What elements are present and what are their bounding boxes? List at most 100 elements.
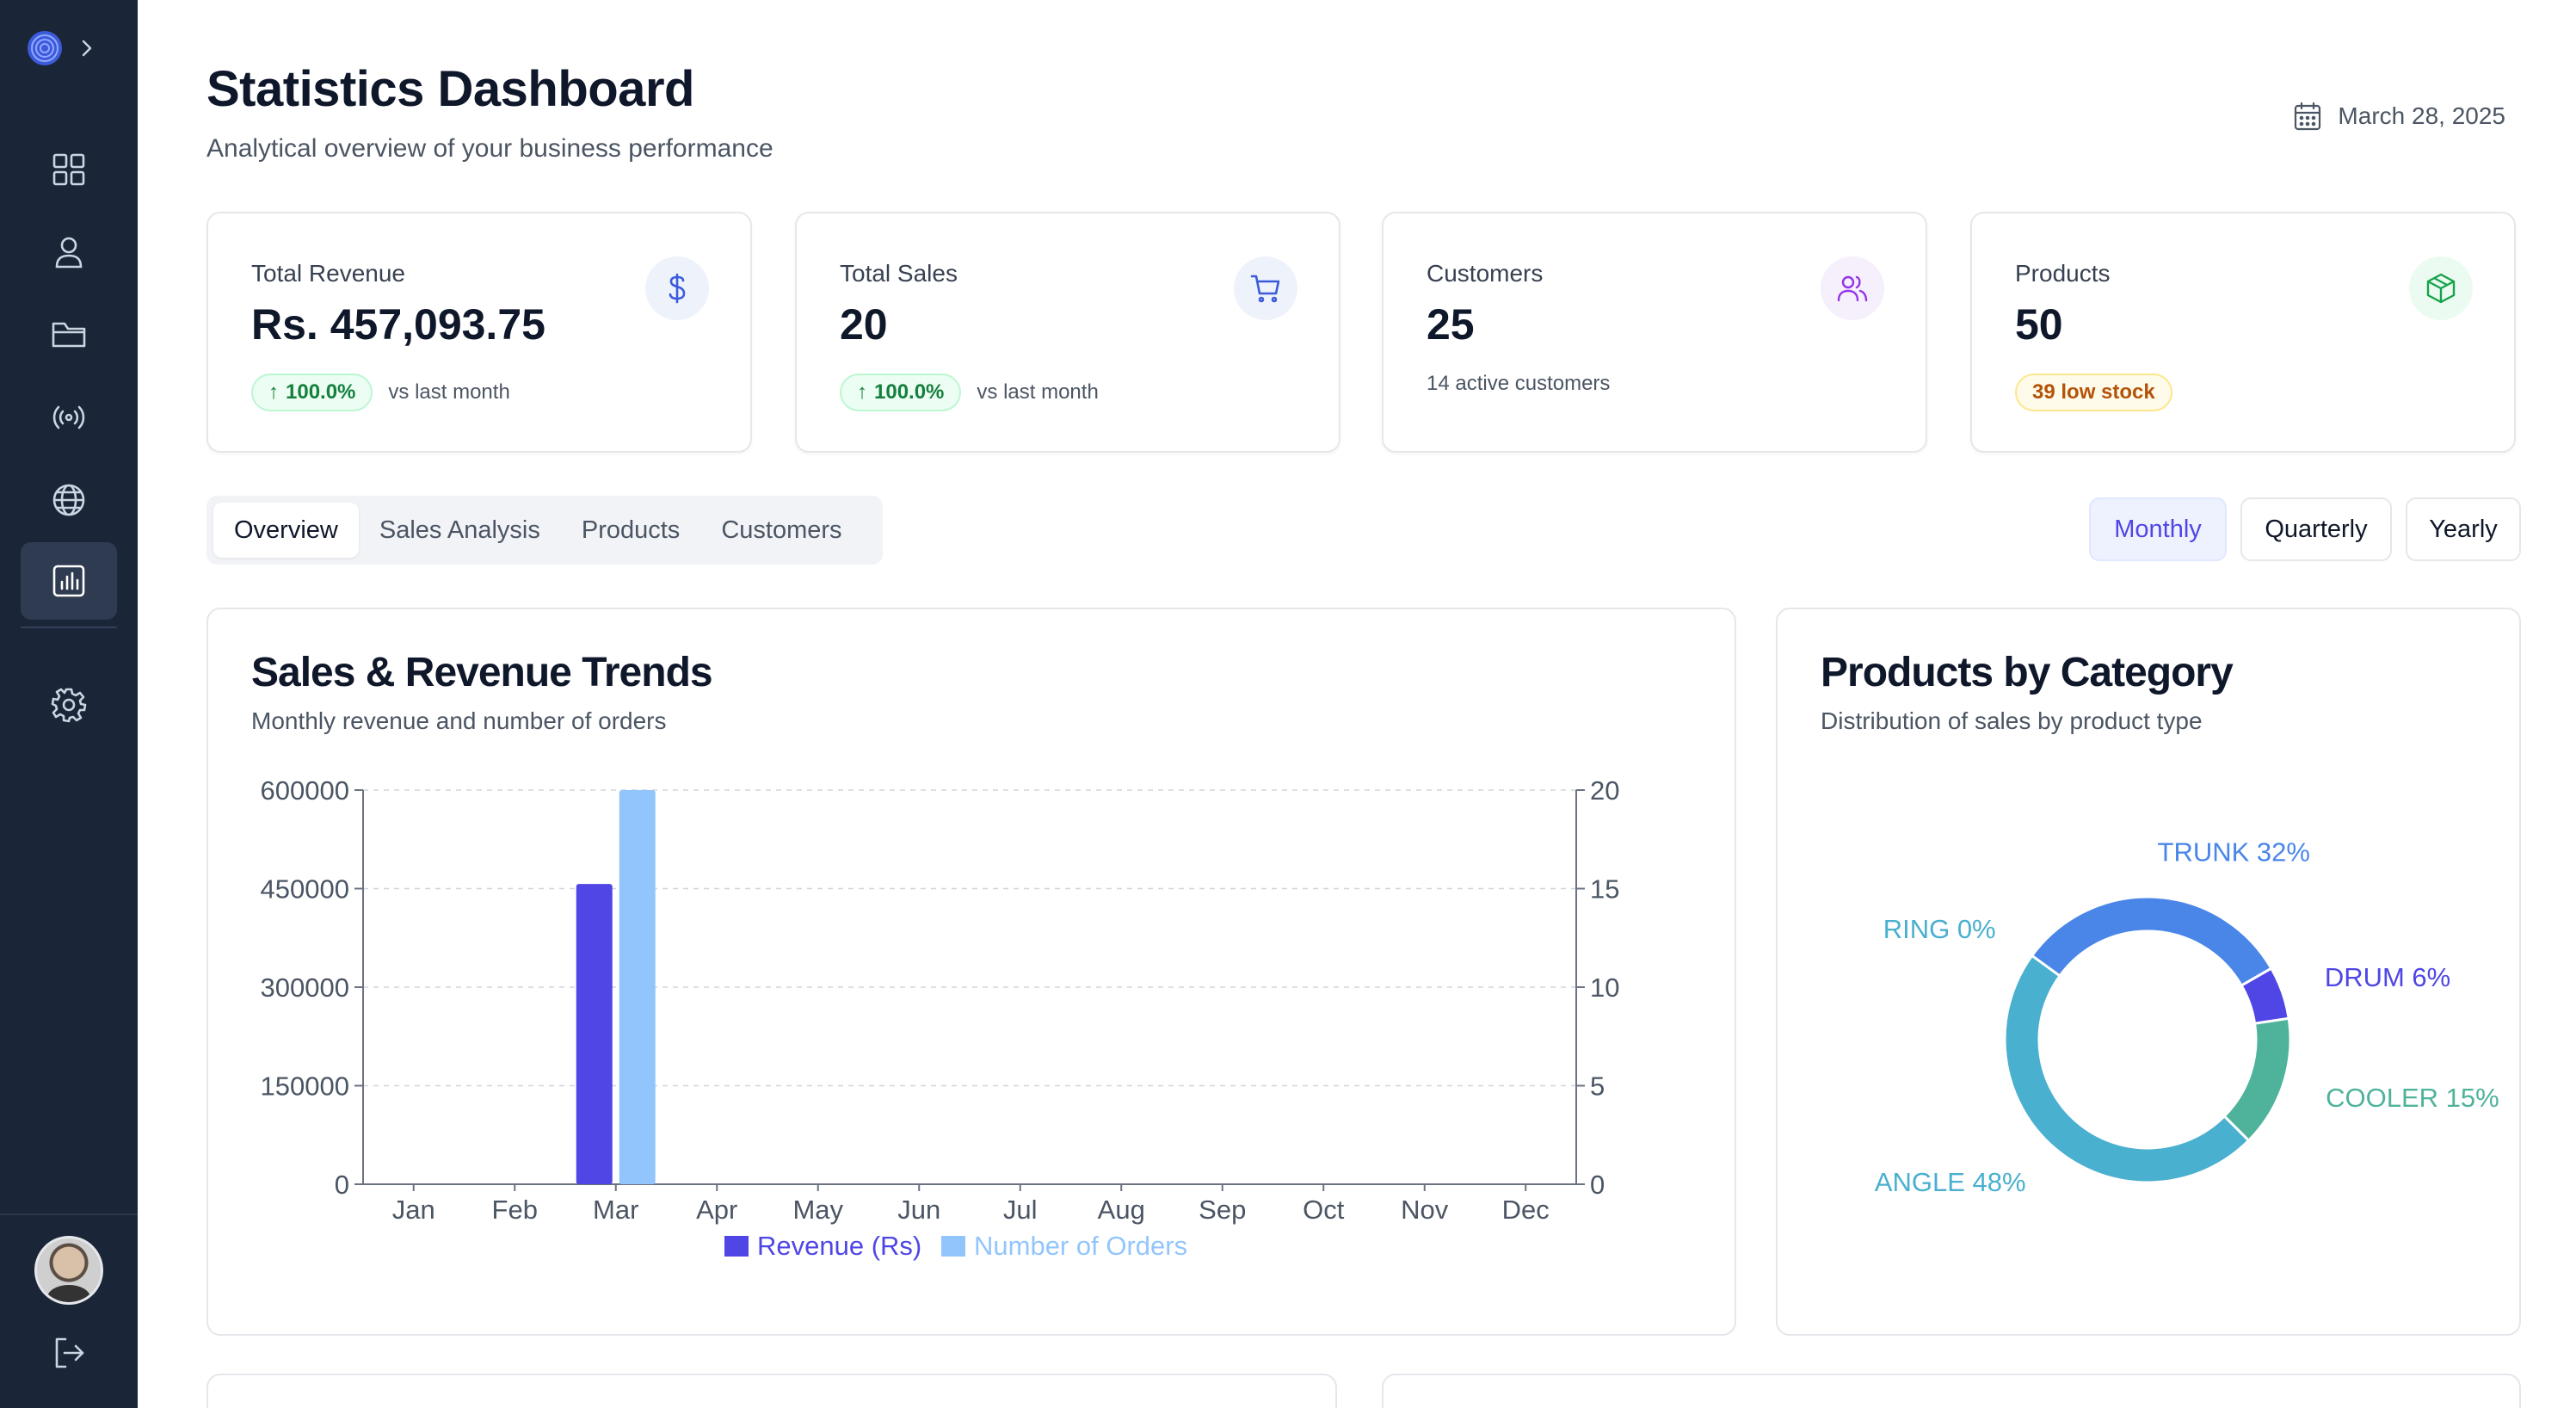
tab-sales-analysis[interactable]: Sales Analysis (379, 516, 540, 544)
page-subtitle: Analytical overview of your business per… (206, 134, 773, 163)
stat-label: Products (2015, 260, 2111, 287)
low-stock-badge: 39 low stock (2015, 374, 2172, 411)
chevron-right-icon[interactable] (77, 39, 96, 58)
sidebar-item-broadcast[interactable] (21, 379, 117, 456)
revenue-bar (576, 884, 613, 1184)
y-right-tick-label: 5 (1590, 1071, 1605, 1102)
avatar[interactable] (34, 1236, 103, 1305)
broadcast-icon (52, 405, 85, 429)
period-monthly-button[interactable]: Monthly (2089, 497, 2227, 561)
globe-icon (52, 484, 85, 516)
sidebar-item-statistics[interactable] (21, 542, 117, 620)
legend-label-revenue: Revenue (Rs) (757, 1231, 921, 1261)
y-left-tick-label: 450000 (261, 874, 349, 905)
stat-value: 50 (2015, 300, 2063, 349)
change-note: vs last month (388, 380, 510, 404)
stat-card-products: Products 50 39 low stock (1970, 212, 2516, 453)
tab-overview[interactable]: Overview (213, 503, 359, 558)
legend-label-orders: Number of Orders (974, 1231, 1187, 1261)
dollar-icon (645, 256, 709, 320)
x-tick-label: Jan (392, 1195, 435, 1225)
stat-change-row: ↑ 100.0% vs last month (840, 374, 1099, 411)
stat-label: Total Revenue (251, 260, 406, 287)
grid-icon (52, 153, 85, 186)
x-tick-label: Nov (1401, 1195, 1449, 1225)
legend-swatch-revenue (724, 1236, 749, 1257)
period-yearly-button[interactable]: Yearly (2406, 497, 2521, 561)
active-customers-note: 14 active customers (1427, 372, 1611, 395)
y-left-tick-label: 300000 (261, 973, 349, 1003)
view-tabs: Overview Sales Analysis Products Custome… (206, 496, 883, 565)
x-tick-label: Jun (897, 1195, 940, 1225)
donut-label-cooler: COOLER 15% (2326, 1083, 2499, 1113)
tab-customers[interactable]: Customers (721, 516, 842, 544)
donut-label-trunk: TRUNK 32% (2158, 837, 2310, 867)
sidebar-item-users[interactable] (21, 213, 117, 291)
donut-label-ring: RING 0% (1883, 914, 1996, 944)
bar-chart: 0 150000 300000 450000 600000 0 5 10 15 20 Jan Feb M… (261, 775, 1620, 1261)
logo-icon[interactable] (26, 29, 64, 67)
y-right-tick-label: 10 (1590, 973, 1619, 1003)
card-title: Products by Category (1821, 650, 2234, 695)
sidebar (0, 0, 138, 1408)
stat-label: Total Sales (840, 260, 958, 287)
folder-icon (52, 322, 86, 348)
tab-products[interactable]: Products (581, 516, 681, 544)
bar-chart-icon (52, 565, 85, 597)
date-display: March 28, 2025 (2291, 100, 2505, 133)
x-tick-label: Mar (593, 1195, 638, 1225)
sidebar-item-files[interactable] (21, 296, 117, 374)
stat-value: Rs. 457,093.75 (251, 300, 545, 349)
stat-card-sales: Total Sales 20 ↑ 100.0% vs last month (795, 212, 1340, 453)
change-badge: ↑ 100.0% (840, 374, 962, 411)
bottom-card-right (1382, 1374, 2521, 1408)
y-left-tick-label: 0 (335, 1170, 349, 1200)
stat-card-customers: Customers 25 14 active customers (1382, 212, 1927, 453)
change-note: vs last month (977, 380, 1099, 404)
users-icon (1821, 256, 1884, 320)
arrow-up-icon: ↑ (268, 380, 279, 404)
sidebar-footer-divider (0, 1213, 138, 1215)
sidebar-item-globe[interactable] (21, 461, 117, 539)
y-right-tick-label: 20 (1590, 775, 1619, 806)
y-left-tick-label: 150000 (261, 1071, 349, 1102)
card-title: Sales & Revenue Trends (251, 650, 713, 695)
x-tick-label: Sep (1199, 1195, 1246, 1225)
cart-icon (1234, 256, 1297, 320)
change-badge: ↑ 100.0% (251, 374, 373, 411)
sidebar-divider (21, 627, 117, 628)
x-tick-label: May (792, 1195, 843, 1225)
donut-label-drum: DRUM 6% (2325, 962, 2450, 992)
card-subtitle: Distribution of sales by product type (1821, 707, 2203, 734)
card-subtitle: Monthly revenue and number of orders (251, 707, 667, 734)
arrow-up-icon: ↑ (857, 380, 867, 404)
date-text: March 28, 2025 (2338, 102, 2505, 129)
orders-bar (619, 790, 656, 1184)
donut-chart: TRUNK 32% DRUM 6% COOLER 15% ANGLE 48% RING … (1875, 837, 2499, 1197)
legend-swatch-orders (941, 1236, 965, 1257)
stat-label: Customers (1427, 260, 1544, 287)
y-left-tick-label: 600000 (261, 775, 349, 806)
donut-slice-angle (2003, 954, 2251, 1184)
stat-value: 20 (840, 300, 888, 349)
donut-label-angle: ANGLE 48% (1875, 1167, 2026, 1197)
trend-chart-card: Sales & Revenue Trends Monthly revenue a… (206, 608, 1736, 1336)
calendar-icon (2295, 102, 2321, 131)
box-icon (2409, 256, 2473, 320)
x-tick-label: Feb (492, 1195, 538, 1225)
donut-slice-trunk (2030, 895, 2273, 988)
x-tick-label: Oct (1303, 1195, 1345, 1225)
y-right-tick-label: 0 (1590, 1170, 1605, 1200)
bottom-card-left (206, 1374, 1337, 1408)
x-tick-label: Apr (696, 1195, 737, 1225)
logout-icon[interactable] (50, 1334, 88, 1372)
period-quarterly-button[interactable]: Quarterly (2240, 497, 2392, 561)
stat-badge-row: 39 low stock (2015, 374, 2172, 411)
sidebar-item-dashboard[interactable] (21, 131, 117, 208)
x-tick-label: Jul (1003, 1195, 1038, 1225)
stat-change-row: ↑ 100.0% vs last month (251, 374, 510, 411)
donut-slice-cooler (2222, 1016, 2292, 1143)
sidebar-item-settings[interactable] (21, 666, 117, 744)
page-title: Statistics Dashboard (206, 61, 694, 117)
category-chart-card: Products by Category Distribution of sal… (1776, 608, 2521, 1336)
